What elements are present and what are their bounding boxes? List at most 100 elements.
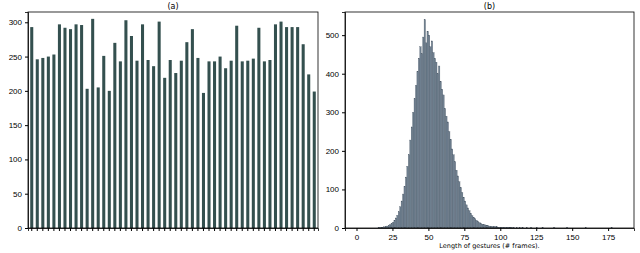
histogram-bar (447, 122, 448, 228)
tick (76, 228, 77, 231)
tick-mark (357, 228, 358, 231)
figure: 050100150200250300(a)0255075100125150175… (0, 0, 640, 253)
tick-mark (275, 228, 276, 231)
histogram-bar (477, 221, 478, 228)
tick (314, 228, 315, 231)
tick-mark (342, 112, 345, 113)
bar (124, 20, 127, 228)
histogram-bar (414, 99, 415, 228)
tick-mark (572, 228, 573, 231)
tick (231, 228, 232, 231)
tick: 100 (494, 228, 508, 242)
tick-mark (186, 228, 187, 231)
tick-mark (25, 22, 28, 23)
tick-mark (242, 228, 243, 231)
tick-mark (81, 228, 82, 231)
bar (108, 91, 111, 228)
bar (302, 44, 305, 228)
histogram-bar (450, 139, 451, 228)
tick-mark (136, 228, 137, 231)
tick (64, 228, 65, 231)
histogram-bar (408, 155, 409, 228)
tick (197, 228, 198, 231)
panel: 0255075100125150175Length of gestures (#… (326, 2, 635, 250)
tick-mark (342, 35, 345, 36)
bar (91, 19, 94, 228)
tick (220, 228, 221, 231)
tick-mark (76, 228, 77, 231)
tick (98, 228, 99, 231)
histogram-bar (451, 149, 452, 228)
bar (36, 59, 39, 228)
bar (196, 58, 199, 228)
tick-label: 100 (326, 185, 340, 194)
tick-mark (153, 228, 154, 231)
histogram-bar (444, 108, 445, 228)
tick-label: 75 (460, 233, 469, 242)
bar (52, 55, 55, 228)
bar (119, 61, 122, 228)
tick-label: 300 (9, 18, 23, 27)
tick (242, 228, 243, 231)
tick-label: 0 (18, 224, 23, 233)
tick-mark (225, 228, 226, 231)
bar (30, 27, 33, 228)
bar (252, 59, 255, 228)
tick (87, 228, 88, 231)
tick-mark (303, 228, 304, 231)
tick (70, 228, 71, 231)
tick (192, 228, 193, 231)
histogram-bar (446, 116, 447, 228)
tick-mark (98, 228, 99, 231)
histogram-bar (424, 20, 425, 228)
tick-mark (258, 228, 259, 231)
tick (186, 228, 187, 231)
histogram-bar (438, 66, 439, 228)
tick-label: 100 (9, 155, 23, 164)
tick (170, 228, 171, 231)
tick-mark (428, 228, 429, 231)
tick (103, 228, 104, 231)
tick (308, 228, 309, 231)
bar (97, 87, 100, 228)
tick: 250 (9, 53, 28, 62)
tick-label: 300 (326, 108, 340, 117)
tick: 100 (326, 185, 345, 194)
histogram-bar (459, 182, 460, 228)
tick-mark (269, 228, 270, 231)
tick-mark (25, 228, 28, 229)
tick-mark (308, 228, 309, 231)
tick: 200 (9, 87, 28, 96)
tick (181, 228, 182, 231)
histogram-bar (431, 41, 432, 228)
tick: 0 (335, 224, 345, 233)
bar (147, 60, 150, 228)
bar (135, 61, 138, 228)
tick-label: 25 (388, 233, 397, 242)
tick-mark (342, 74, 345, 75)
tick (269, 228, 270, 231)
tick: 0 (355, 228, 360, 242)
tick-label: 200 (9, 87, 23, 96)
bar (207, 61, 210, 228)
histogram-bar (436, 62, 437, 228)
histogram-bar (473, 217, 474, 228)
bar (141, 24, 144, 228)
histogram-bar (394, 220, 395, 228)
tick (159, 228, 160, 231)
bar (63, 28, 66, 228)
tick-mark (209, 228, 210, 231)
tick-mark (297, 228, 298, 231)
tick-mark (342, 228, 345, 229)
tick-mark (64, 228, 65, 231)
bar (58, 24, 61, 228)
tick (92, 228, 93, 231)
histogram-bar (407, 166, 408, 228)
axis-line (346, 229, 635, 232)
tick-mark (203, 228, 204, 231)
histogram-bar (430, 47, 431, 228)
tick-mark (170, 228, 171, 231)
bar (152, 66, 155, 228)
tick (264, 228, 265, 231)
tick: 50 (424, 228, 433, 242)
